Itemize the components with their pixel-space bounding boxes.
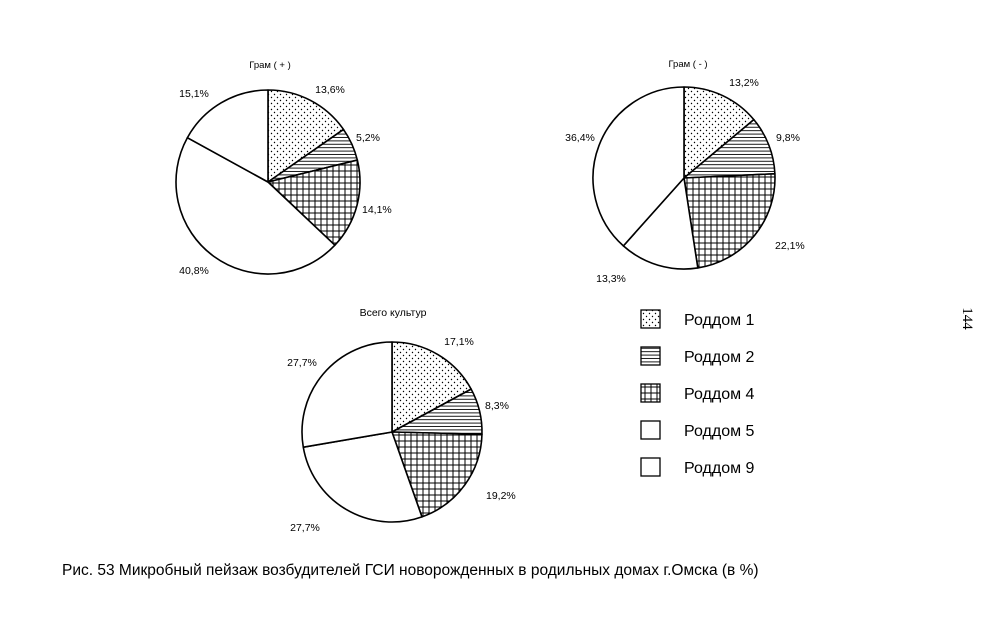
pie-title: Грам ( + ) bbox=[249, 60, 291, 71]
data-label: 27,7% bbox=[290, 522, 320, 534]
legend-swatch bbox=[640, 346, 661, 366]
pie-slice-4 bbox=[622, 177, 699, 270]
pie-title: Грам ( - ) bbox=[668, 59, 707, 70]
legend-swatch bbox=[640, 457, 661, 477]
data-label: 5,2% bbox=[356, 132, 380, 144]
data-label: 15,1% bbox=[179, 88, 209, 100]
pie-slice-4 bbox=[302, 431, 423, 523]
data-label: 13,2% bbox=[729, 77, 759, 89]
pie-slice-3 bbox=[267, 159, 361, 246]
legend-item: Роддом 5 bbox=[640, 420, 755, 440]
data-label: 14,1% bbox=[362, 204, 392, 216]
data-label: 40,8% bbox=[179, 265, 209, 277]
legend-label: Роддом 2 bbox=[684, 349, 755, 366]
legend-label: Роддом 5 bbox=[684, 423, 755, 440]
legend-swatch bbox=[640, 420, 661, 440]
pie-slice-5 bbox=[592, 86, 685, 247]
legend-item: Роддом 1 bbox=[640, 309, 755, 329]
pie-slice-3 bbox=[683, 172, 776, 269]
legend-label: Роддом 4 bbox=[684, 386, 755, 403]
page-number: 144 bbox=[958, 307, 975, 330]
data-label: 13,3% bbox=[596, 273, 626, 285]
pie-chart-2: Грам ( - ) 13,2% 9,8% 22,1% 13,3% 36,4% bbox=[565, 59, 805, 285]
data-label: 36,4% bbox=[565, 132, 595, 144]
pie-slice-5 bbox=[301, 341, 393, 448]
legend-label: Роддом 1 bbox=[684, 312, 755, 329]
figure-caption: Рис. 53 Микробный пейзаж возбудителей ГС… bbox=[62, 562, 759, 579]
pie-chart-1: Грам ( + ) 13,6% 5,2% 14,1% 40,8% 15,1% bbox=[175, 60, 392, 277]
pie-chart-3: Всего культур 17,1% 8,3% 19,2% 27,7% 27,7% bbox=[287, 307, 516, 534]
pie-slice-4 bbox=[175, 136, 336, 275]
data-label: 17,1% bbox=[444, 336, 474, 348]
pie-slice-1 bbox=[683, 86, 755, 179]
data-label: 22,1% bbox=[775, 240, 805, 252]
data-label: 8,3% bbox=[485, 400, 509, 412]
legend-item: Роддом 9 bbox=[640, 457, 755, 477]
data-label: 27,7% bbox=[287, 357, 317, 369]
legend-swatch bbox=[640, 383, 661, 403]
pie-slice-5 bbox=[186, 89, 269, 183]
pie-title: Всего культур bbox=[360, 307, 427, 319]
legend: Роддом 1 Роддом 2 Роддом 4 Роддом 5 Роддом 9 bbox=[640, 309, 755, 477]
data-label: 9,8% bbox=[776, 132, 800, 144]
pie-slice-1 bbox=[391, 341, 472, 433]
data-label: 19,2% bbox=[486, 490, 516, 502]
legend-swatch bbox=[640, 309, 661, 329]
legend-item: Роддом 2 bbox=[640, 346, 755, 366]
pie-slice-1 bbox=[267, 89, 345, 183]
legend-label: Роддом 9 bbox=[684, 460, 755, 477]
legend-item: Роддом 4 bbox=[640, 383, 755, 403]
data-label: 13,6% bbox=[315, 84, 345, 96]
